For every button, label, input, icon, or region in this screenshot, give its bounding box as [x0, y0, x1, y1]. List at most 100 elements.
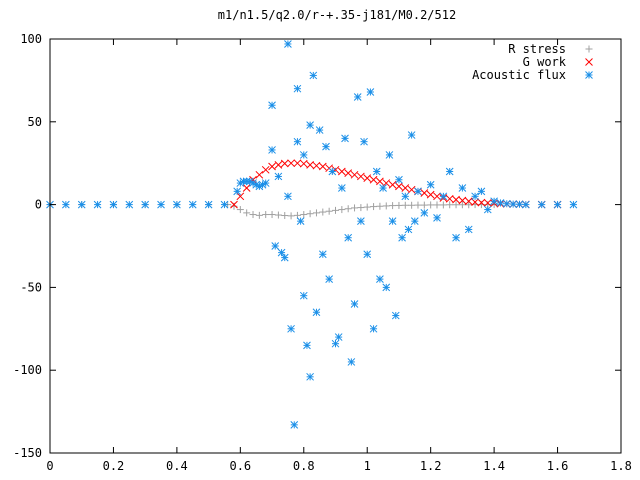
data-point	[173, 200, 181, 209]
data-point	[458, 201, 466, 209]
data-point	[296, 217, 305, 226]
data-point	[299, 291, 308, 300]
data-point	[319, 208, 327, 216]
data-point	[261, 165, 270, 174]
data-point	[268, 162, 276, 171]
data-point	[391, 311, 400, 320]
data-point	[357, 172, 365, 181]
x-tick-label: 1.2	[420, 459, 442, 473]
data-point	[465, 201, 473, 209]
data-point	[328, 167, 337, 176]
data-point	[388, 180, 397, 189]
data-point	[204, 200, 213, 209]
legend-label: Acoustic flux	[472, 68, 566, 82]
data-point	[141, 200, 150, 209]
data-point	[243, 209, 251, 217]
x-axis: 0 0.2 0.4 0.6 0.8 1 1.2 1.4 1.6 1.8	[46, 39, 632, 473]
data-point	[337, 184, 346, 192]
data-point	[318, 250, 327, 259]
y-axis: -150 -100 -50 0 50 100	[13, 32, 621, 460]
data-point	[426, 190, 435, 199]
data-point	[331, 339, 340, 348]
data-point	[379, 184, 387, 192]
data-point	[446, 201, 454, 209]
data-point	[360, 137, 368, 146]
y-tick-label: -100	[13, 363, 42, 377]
data-point	[334, 333, 343, 341]
data-point	[401, 192, 410, 201]
data-point	[569, 200, 578, 209]
data-point	[287, 212, 295, 220]
data-point	[471, 192, 479, 201]
data-point	[414, 187, 422, 196]
x-tick-label: 0.2	[103, 459, 125, 473]
y-tick-label: 50	[28, 115, 42, 129]
data-point	[420, 189, 429, 197]
data-point	[452, 195, 460, 204]
data-point	[439, 192, 448, 201]
data-point	[376, 177, 384, 186]
data-point	[312, 161, 321, 170]
data-point	[445, 194, 454, 203]
series-g-work	[230, 159, 562, 209]
y-tick-label: -150	[13, 446, 42, 460]
data-point	[315, 126, 324, 134]
x-tick-label: 0.8	[293, 459, 315, 473]
data-point	[262, 211, 270, 219]
data-point	[322, 142, 330, 151]
data-point	[515, 200, 524, 209]
data-point	[445, 167, 454, 176]
x-tick-label: 1.4	[483, 459, 505, 473]
data-point	[401, 201, 409, 209]
x-tick-label: 0.4	[166, 459, 188, 473]
data-point	[458, 196, 467, 205]
data-point	[344, 205, 352, 213]
data-point	[325, 275, 334, 283]
data-point	[284, 40, 292, 48]
data-point	[77, 200, 86, 209]
x-tick-label: 0.6	[229, 459, 251, 473]
data-point	[502, 199, 511, 208]
data-point	[404, 225, 413, 234]
data-point	[372, 167, 381, 176]
data-point	[347, 358, 356, 366]
data-point	[271, 242, 280, 250]
data-point	[420, 201, 428, 209]
data-point	[284, 192, 292, 201]
data-point	[255, 211, 263, 219]
data-point	[344, 169, 353, 177]
data-point	[483, 199, 492, 207]
data-point	[230, 200, 238, 209]
data-point	[341, 134, 349, 143]
data-point	[280, 159, 289, 168]
data-point	[433, 192, 441, 201]
data-point	[369, 175, 378, 184]
data-point	[427, 201, 435, 209]
data-point	[287, 159, 295, 168]
data-point	[299, 151, 308, 159]
data-point	[363, 174, 372, 182]
data-point	[458, 184, 467, 192]
data-point	[306, 372, 314, 381]
data-point	[230, 202, 238, 210]
data-point	[350, 170, 359, 179]
data-point	[433, 213, 441, 222]
data-point	[509, 200, 517, 208]
data-point	[300, 211, 308, 219]
data-point	[471, 198, 479, 206]
data-point	[318, 162, 327, 171]
series-acoustic-flux	[46, 40, 578, 429]
data-point	[410, 217, 419, 226]
data-point	[309, 71, 318, 80]
data-point	[426, 180, 435, 189]
data-point	[369, 324, 378, 333]
data-point	[274, 172, 283, 181]
data-point	[312, 308, 321, 317]
data-point	[490, 197, 498, 206]
legend-marker	[585, 45, 593, 53]
y-tick-label: 100	[20, 32, 42, 46]
data-point	[407, 185, 416, 194]
legend-label: R stress	[508, 42, 566, 56]
